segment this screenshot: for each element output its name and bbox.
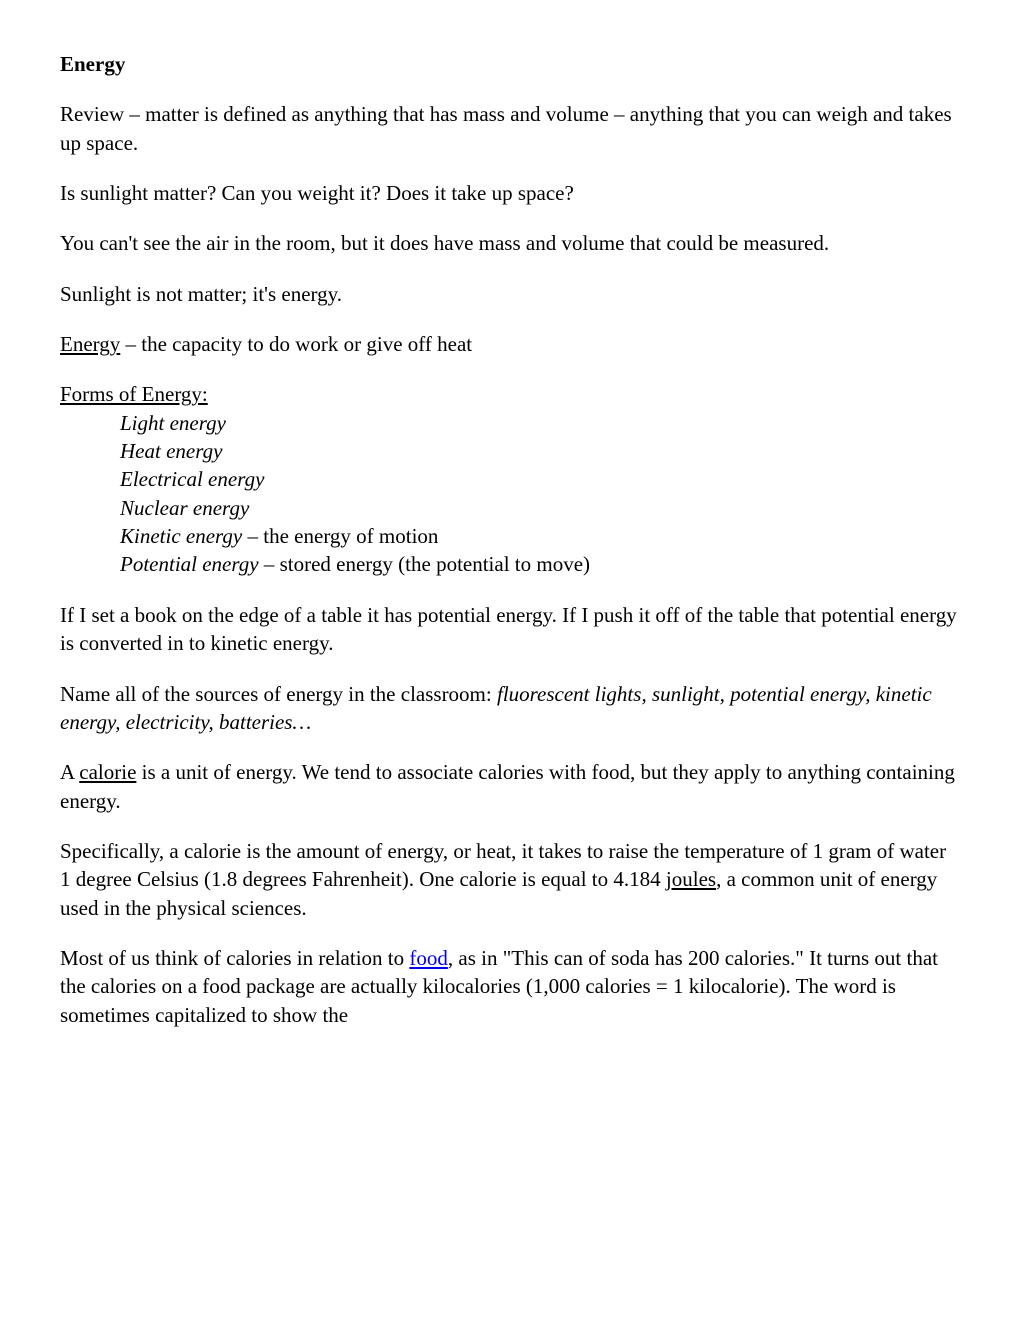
- calorie-intro-a: A: [60, 760, 79, 784]
- paragraph-sunlight-energy: Sunlight is not matter; it's energy.: [60, 280, 960, 308]
- energy-def-text: – the capacity to do work or give off he…: [120, 332, 472, 356]
- classroom-prompt: Name all of the sources of energy in the…: [60, 682, 497, 706]
- term-joules: joules: [666, 867, 716, 891]
- food-a: Most of us think of calories in relation…: [60, 946, 409, 970]
- form-electrical: Electrical energy: [120, 465, 960, 493]
- term-energy: Energy: [60, 332, 120, 356]
- paragraph-calorie-def: Specifically, a calorie is the amount of…: [60, 837, 960, 922]
- link-food[interactable]: food: [409, 946, 448, 970]
- form-kinetic: Kinetic energy – the energy of motion: [120, 522, 960, 550]
- paragraph-energy-def: Energy – the capacity to do work or give…: [60, 330, 960, 358]
- calorie-intro-b: is a unit of energy. We tend to associat…: [60, 760, 955, 812]
- form-heat: Heat energy: [120, 437, 960, 465]
- paragraph-food-calories: Most of us think of calories in relation…: [60, 944, 960, 1029]
- form-light: Light energy: [120, 409, 960, 437]
- form-kinetic-term: Kinetic energy: [120, 524, 242, 548]
- paragraph-air: You can't see the air in the room, but i…: [60, 229, 960, 257]
- page-title: Energy: [60, 50, 960, 78]
- paragraph-review: Review – matter is defined as anything t…: [60, 100, 960, 157]
- paragraph-book-example: If I set a book on the edge of a table i…: [60, 601, 960, 658]
- form-potential: Potential energy – stored energy (the po…: [120, 550, 960, 578]
- form-potential-term: Potential energy: [120, 552, 259, 576]
- form-kinetic-def: – the energy of motion: [242, 524, 438, 548]
- form-potential-def: – stored energy (the potential to move): [259, 552, 590, 576]
- term-calorie: calorie: [79, 760, 136, 784]
- forms-heading: Forms of Energy:: [60, 380, 960, 408]
- paragraph-sunlight-question: Is sunlight matter? Can you weight it? D…: [60, 179, 960, 207]
- paragraph-classroom-sources: Name all of the sources of energy in the…: [60, 680, 960, 737]
- paragraph-calorie-intro: A calorie is a unit of energy. We tend t…: [60, 758, 960, 815]
- form-nuclear: Nuclear energy: [120, 494, 960, 522]
